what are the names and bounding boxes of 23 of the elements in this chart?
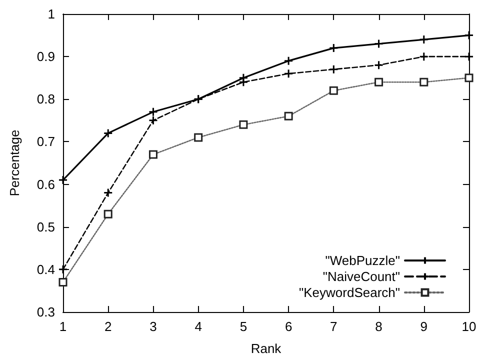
x-tick-label: 3	[150, 319, 157, 334]
y-tick-label: 0.6	[36, 176, 55, 192]
x-tick-label: 2	[104, 319, 112, 334]
y-tick-label: 0.4	[36, 262, 55, 277]
x-tick-label: 7	[330, 319, 338, 334]
legend-label: "KeywordSearch"	[299, 285, 400, 300]
x-tick-label: 4	[194, 319, 202, 334]
y-tick-label: 1	[48, 6, 55, 22]
y-tick-label: 0.7	[36, 134, 55, 150]
y-tick-label: 0.5	[36, 219, 55, 234]
x-tick-label: 5	[240, 319, 248, 334]
y-tick-label: 0.8	[36, 92, 55, 107]
x-axis-title: Rank	[250, 341, 282, 356]
legend-label: "NaiveCount"	[322, 269, 400, 284]
x-tick-label: 6	[284, 319, 292, 334]
y-tick-label: 0.9	[36, 49, 55, 64]
x-tick-label: 9	[420, 319, 428, 334]
x-tick-label: 8	[375, 319, 382, 334]
y-tick-label: 0.3	[36, 304, 55, 320]
y-axis-title: Percentage	[7, 130, 22, 196]
x-tick-label: 10	[462, 319, 476, 334]
legend-label: "WebPuzzle"	[325, 253, 400, 268]
x-tick-label: 1	[59, 319, 67, 334]
